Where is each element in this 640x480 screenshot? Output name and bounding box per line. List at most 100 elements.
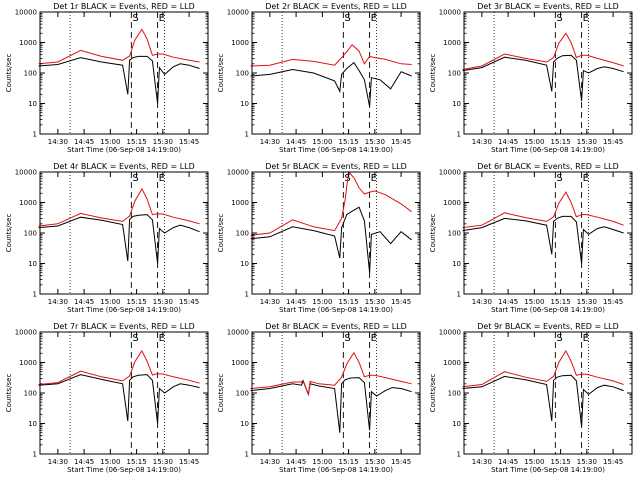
x-tick-label: 15:45 (391, 298, 411, 306)
lld-series-line (250, 170, 412, 236)
x-tick-label: 15:30 (365, 458, 385, 466)
plot-frame (251, 171, 421, 295)
y-tick-label: 1 (245, 291, 249, 299)
events-series-line (462, 374, 624, 427)
y-tick-label: 1000 (443, 39, 461, 47)
x-tick-label: 15:00 (524, 138, 544, 146)
x-tick-label: 15:15 (551, 298, 571, 306)
y-tick-label: 100 (236, 390, 249, 398)
lld-series-line (462, 349, 624, 388)
lld-series-line (38, 187, 200, 227)
chart-panel: Det 2r BLACK = Events, RED = LLD S E 1 10 100… (217, 2, 421, 154)
event-marker-label: E (583, 13, 589, 24)
y-axis-label: Counts/sec (5, 54, 13, 93)
y-tick-label: 1000 (19, 359, 37, 367)
x-tick-label: 15:45 (179, 138, 199, 146)
y-tick-label: 10000 (439, 329, 461, 337)
event-marker-label: S (132, 173, 138, 184)
x-tick-label: 14:30 (472, 298, 492, 306)
lld-series-line (38, 28, 200, 65)
x-tick-label: 15:30 (153, 138, 173, 146)
y-tick-label: 100 (448, 70, 461, 78)
x-tick-label: 14:30 (472, 138, 492, 146)
x-tick-label: 15:00 (312, 458, 332, 466)
x-tick-label: 14:45 (74, 298, 94, 306)
event-marker-label: S (132, 13, 138, 24)
event-marker-label: S (132, 333, 138, 344)
lld-series-line (38, 349, 200, 385)
y-axis-label: Counts/sec (5, 374, 13, 413)
event-marker-label: E (371, 173, 377, 184)
y-tick-label: 100 (236, 230, 249, 238)
y-tick-label: 1 (457, 451, 461, 459)
event-marker-label: S (556, 173, 562, 184)
y-axis-label: Counts/sec (429, 214, 437, 253)
x-tick-label: 15:30 (365, 138, 385, 146)
x-tick-label: 15:45 (179, 298, 199, 306)
y-tick-label: 1 (245, 451, 249, 459)
x-axis-label: Start Time (06-Sep-08 14:19:00) (491, 146, 605, 154)
x-tick-label: 14:30 (260, 298, 280, 306)
chart-title: Det 2r BLACK = Events, RED = LLD (265, 2, 407, 11)
x-tick-label: 15:45 (603, 298, 623, 306)
x-tick-label: 14:30 (48, 138, 68, 146)
y-tick-label: 100 (448, 230, 461, 238)
x-tick-label: 14:45 (286, 138, 306, 146)
x-axis-label: Start Time (06-Sep-08 14:19:00) (491, 466, 605, 474)
x-tick-label: 15:15 (127, 138, 147, 146)
y-axis-label: Counts/sec (217, 374, 225, 413)
chart-panel: Det 4r BLACK = Events, RED = LLD S E 1 10 100… (5, 162, 209, 314)
x-tick-label: 15:15 (551, 458, 571, 466)
y-tick-label: 10000 (15, 9, 37, 17)
x-tick-label: 15:00 (524, 298, 544, 306)
x-tick-label: 14:45 (74, 458, 94, 466)
chart-panel: Det 7r BLACK = Events, RED = LLD S E 1 10 100… (5, 322, 209, 474)
y-tick-label: 10000 (15, 329, 37, 337)
chart-title: Det 3r BLACK = Events, RED = LLD (477, 2, 619, 11)
x-tick-label: 15:15 (127, 298, 147, 306)
y-tick-label: 1000 (443, 199, 461, 207)
y-tick-label: 1 (33, 291, 37, 299)
y-axis-label: Counts/sec (217, 54, 225, 93)
x-tick-label: 15:15 (127, 458, 147, 466)
y-tick-label: 1000 (231, 359, 249, 367)
y-tick-label: 1 (457, 291, 461, 299)
y-tick-label: 10000 (227, 9, 249, 17)
x-tick-label: 15:30 (153, 458, 173, 466)
x-tick-label: 15:00 (100, 458, 120, 466)
x-tick-label: 15:15 (339, 138, 359, 146)
event-marker-label: S (556, 13, 562, 24)
event-marker-label: E (371, 333, 377, 344)
x-tick-label: 15:45 (179, 458, 199, 466)
events-series-line (38, 55, 200, 104)
y-tick-label: 10000 (439, 9, 461, 17)
x-tick-label: 15:45 (391, 458, 411, 466)
x-tick-label: 15:00 (100, 298, 120, 306)
y-tick-label: 10 (452, 420, 461, 428)
lld-series-line (250, 43, 412, 67)
x-tick-label: 15:00 (100, 138, 120, 146)
y-tick-label: 10000 (439, 169, 461, 177)
y-tick-label: 10 (28, 100, 37, 108)
chart-title: Det 6r BLACK = Events, RED = LLD (477, 162, 619, 171)
x-tick-label: 15:00 (312, 298, 332, 306)
x-axis-label: Start Time (06-Sep-08 14:19:00) (279, 146, 393, 154)
x-axis-label: Start Time (06-Sep-08 14:19:00) (491, 306, 605, 314)
events-series-line (250, 206, 412, 273)
y-tick-label: 10 (28, 420, 37, 428)
x-tick-label: 15:15 (551, 138, 571, 146)
y-tick-label: 10 (452, 100, 461, 108)
y-tick-label: 1000 (19, 199, 37, 207)
chart-panel: Det 1r BLACK = Events, RED = LLD S E 1 10 100… (5, 2, 209, 154)
event-marker-label: S (344, 333, 350, 344)
y-tick-label: 1000 (443, 359, 461, 367)
chart-title: Det 4r BLACK = Events, RED = LLD (53, 162, 195, 171)
y-tick-label: 100 (24, 230, 37, 238)
x-tick-label: 14:45 (498, 298, 518, 306)
y-tick-label: 10 (240, 100, 249, 108)
y-axis-label: Counts/sec (5, 214, 13, 253)
events-series-line (462, 54, 624, 102)
event-marker-label: S (556, 333, 562, 344)
chart-panel: Det 8r BLACK = Events, RED = LLD S E 1 10 100… (217, 322, 421, 474)
